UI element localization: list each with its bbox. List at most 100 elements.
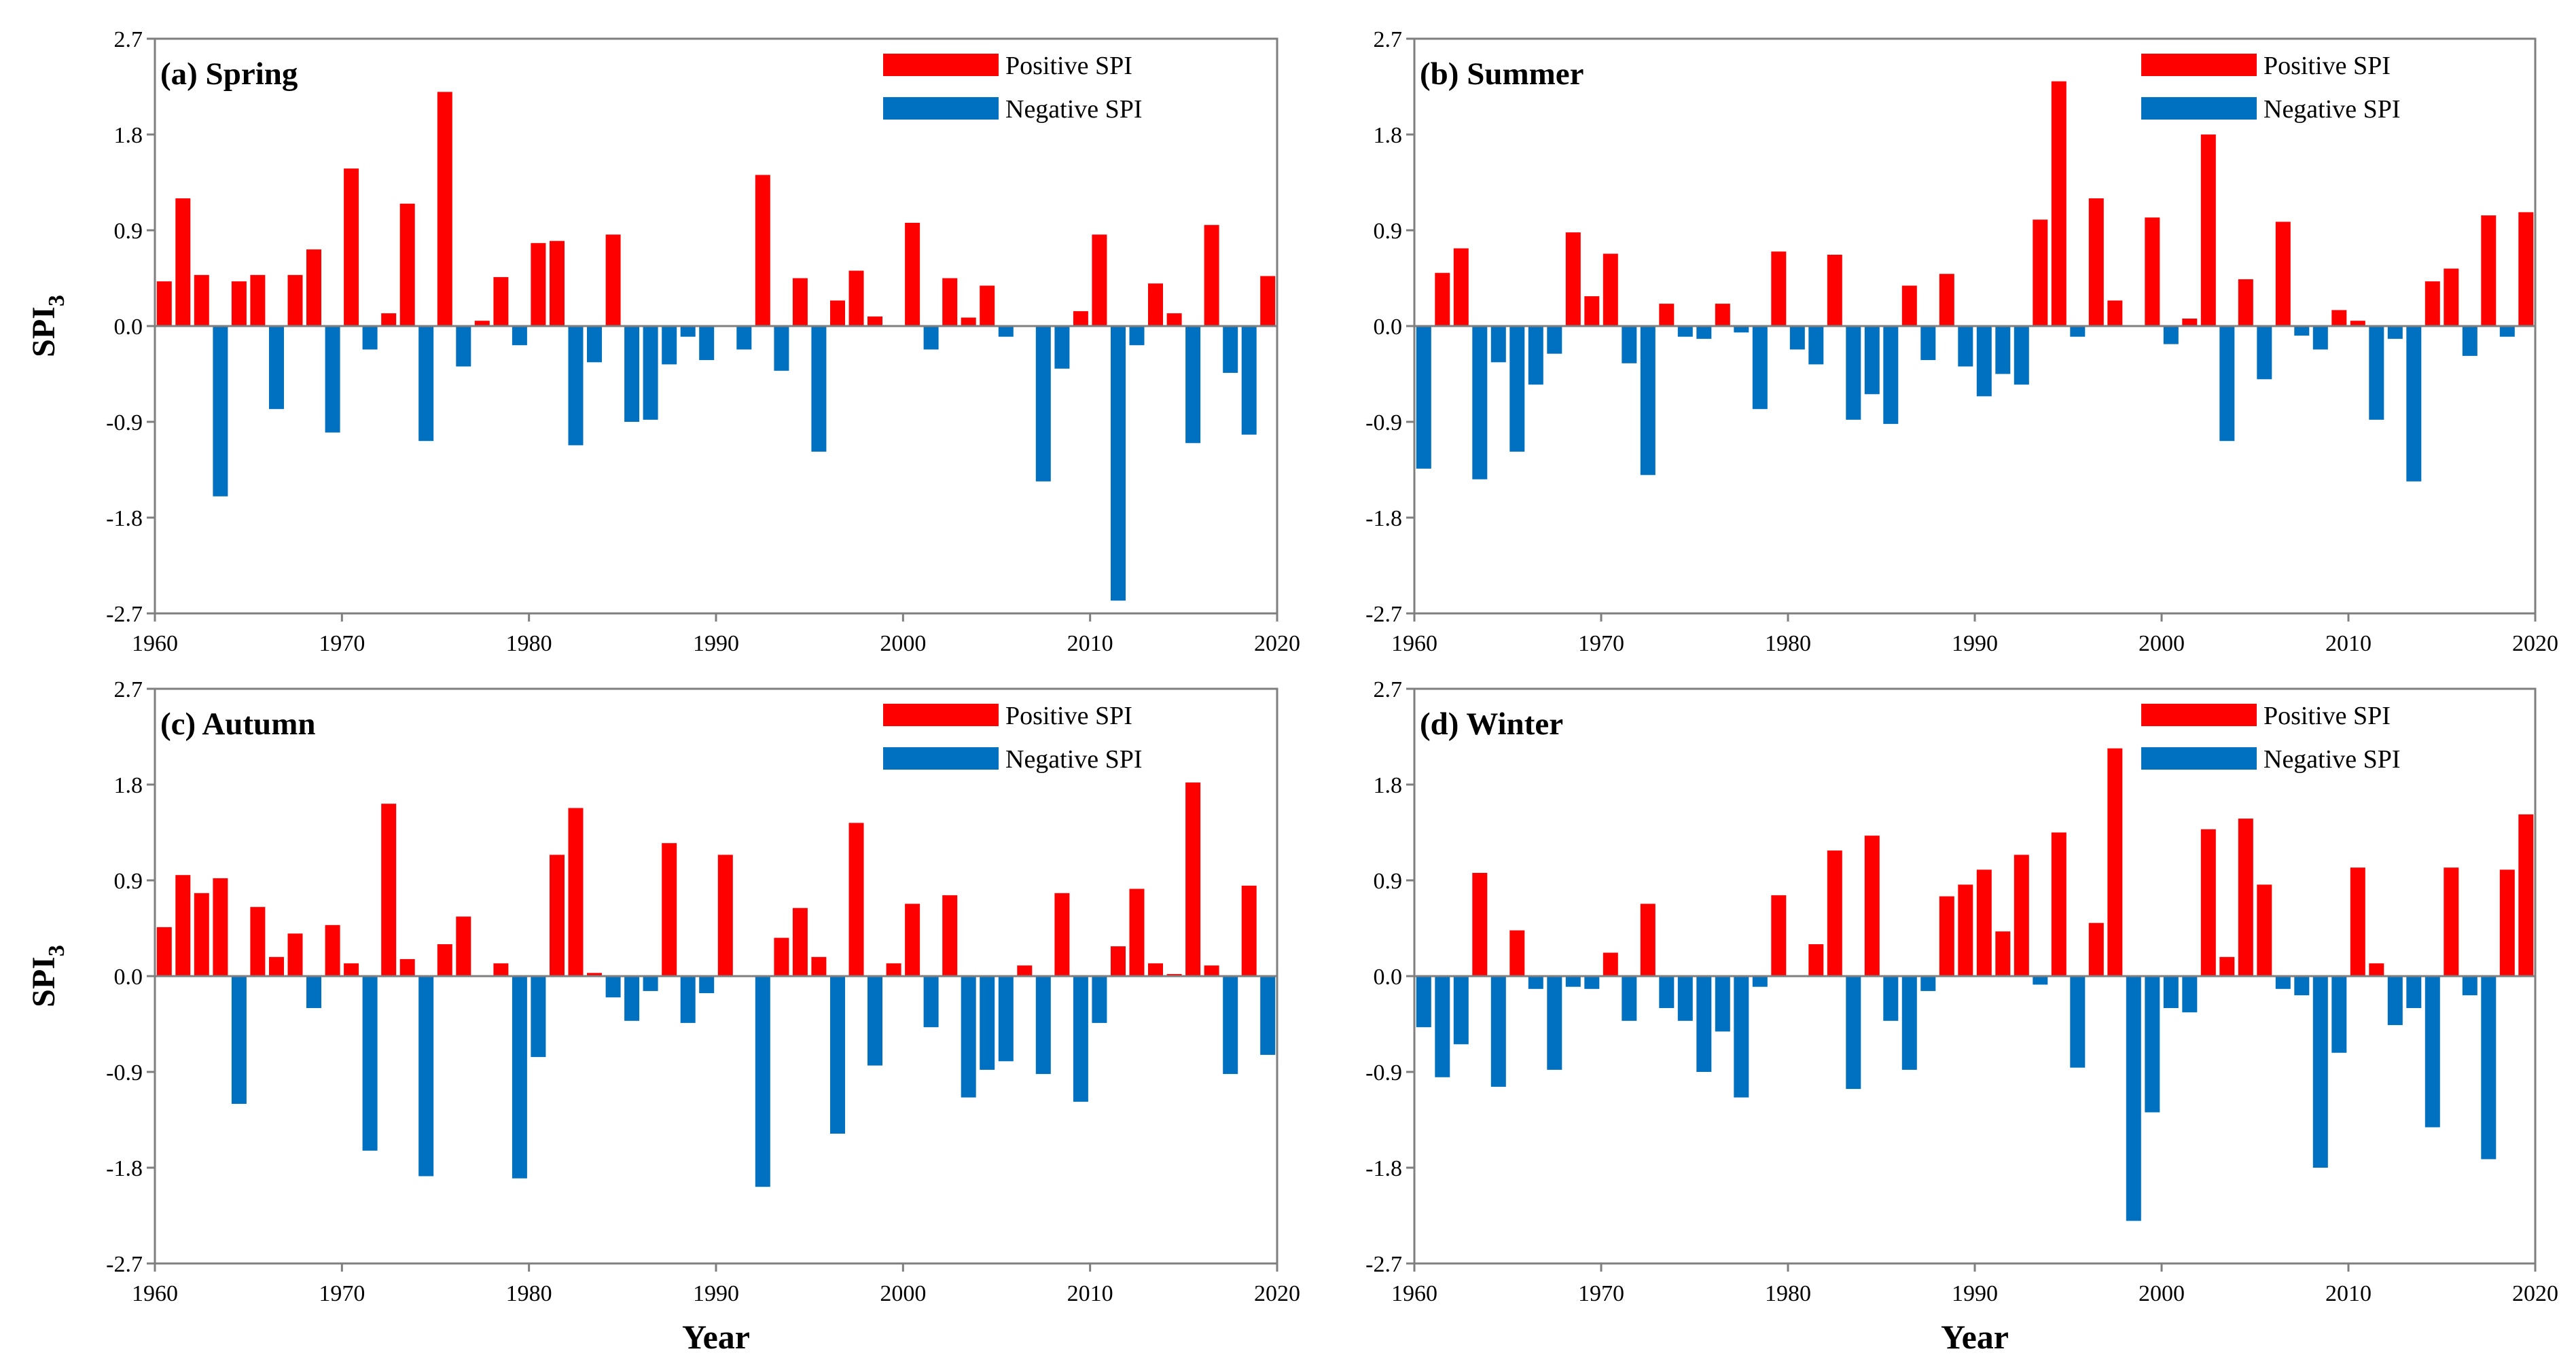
y-tick-label: 0.9 — [1374, 219, 1403, 244]
positive-bar-2002 — [942, 895, 958, 976]
positive-bar-1970 — [344, 168, 359, 326]
positive-bar-1991 — [1995, 931, 2011, 976]
negative-bar-2015 — [1185, 326, 1201, 444]
legend-negative-swatch — [2141, 97, 2257, 120]
positive-bar-2019 — [1260, 276, 1276, 326]
x-tick-label: 1980 — [1765, 631, 1811, 656]
positive-bar-1969 — [325, 925, 340, 976]
negative-bar-1966 — [1528, 326, 1543, 385]
legend: Positive SPI Negative SPI — [2141, 702, 2401, 774]
y-tick-label: -0.9 — [1365, 410, 1402, 435]
negative-bar-1992 — [755, 976, 770, 1187]
positive-bar-1970 — [1603, 952, 1618, 976]
positive-bar-1965 — [250, 274, 266, 326]
positive-bar-1979 — [1771, 251, 1787, 326]
x-axis-label: Year — [682, 1318, 750, 1356]
negative-bar-1987 — [662, 326, 677, 365]
positive-bar-2009 — [2331, 310, 2347, 326]
negative-bar-1964 — [231, 976, 247, 1104]
positive-bar-1973 — [399, 958, 415, 976]
negative-bar-1984 — [605, 976, 621, 998]
negative-bar-1980 — [531, 976, 546, 1058]
y-tick-label: -1.8 — [106, 506, 143, 531]
y-tick-label: -2.7 — [1365, 1252, 1402, 1277]
negative-bar-1976 — [456, 326, 471, 367]
legend-negative-label: Negative SPI — [2264, 745, 2401, 774]
y-tick-label: -1.8 — [1365, 1156, 1402, 1181]
negative-bar-1960 — [1416, 326, 1431, 469]
positive-bar-1982 — [568, 808, 584, 976]
negative-bar-1985 — [624, 976, 640, 1021]
negative-bar-2003 — [961, 976, 976, 1098]
negative-bar-2018 — [2499, 326, 2515, 337]
positive-bar-2001 — [2182, 319, 2198, 326]
y-tick-label: 2.7 — [1374, 677, 1403, 702]
legend-negative-swatch — [883, 97, 999, 120]
y-tick-label: 0.0 — [1374, 965, 1403, 990]
negative-bar-2005 — [2257, 326, 2272, 380]
x-tick-label: 1970 — [319, 1281, 365, 1306]
negative-bar-1969 — [325, 326, 340, 433]
x-tick-label: 1980 — [506, 631, 552, 656]
negative-bar-1978 — [1752, 326, 1768, 410]
negative-bar-1995 — [2070, 326, 2086, 337]
negative-bar-1971 — [1622, 976, 1637, 1021]
y-tick-label: 2.7 — [114, 27, 143, 52]
y-tick-label: 1.8 — [1374, 773, 1403, 798]
positive-bar-2011 — [2369, 963, 2384, 976]
positive-bar-1973 — [1659, 304, 1675, 326]
negative-bar-2017 — [2481, 976, 2497, 1160]
positive-bar-2013 — [1148, 963, 1163, 976]
negative-bar-2007 — [1035, 326, 1051, 482]
negative-bar-2010 — [1092, 976, 1107, 1023]
positive-bar-2013 — [1148, 283, 1163, 326]
negative-bar-2000 — [2163, 976, 2179, 1008]
positive-bar-2014 — [1166, 313, 1182, 326]
negative-bar-1986 — [1901, 976, 1917, 1070]
positive-bar-1995 — [811, 956, 827, 976]
positive-bar-2019 — [2518, 814, 2534, 976]
positive-bar-1996 — [830, 300, 845, 326]
negative-bar-2008 — [1054, 326, 1070, 369]
positive-bar-1989 — [1958, 884, 1973, 976]
negative-bar-1971 — [362, 326, 378, 350]
y-tick-label: -0.9 — [106, 1060, 143, 1085]
negative-bar-1974 — [418, 326, 434, 442]
positive-bar-2010 — [1092, 234, 1107, 326]
positive-bar-1960 — [156, 927, 172, 976]
negative-bar-1989 — [699, 326, 715, 361]
y-tick-label: 2.7 — [1374, 27, 1403, 52]
x-axis-label: Year — [1941, 1318, 2009, 1356]
positive-bar-2010 — [2350, 321, 2365, 326]
negative-bar-1974 — [1677, 326, 1693, 337]
negative-bar-1975 — [1696, 976, 1712, 1072]
negative-bar-1980 — [1789, 326, 1805, 350]
negative-bar-1987 — [1920, 976, 1936, 991]
legend-positive-swatch — [883, 704, 999, 726]
positive-bar-2002 — [942, 278, 958, 326]
negative-bar-2009 — [2331, 976, 2347, 1053]
negative-bar-2012 — [2387, 326, 2403, 339]
positive-bar-1961 — [1435, 272, 1450, 326]
legend: Positive SPI Negative SPI — [2141, 52, 2401, 124]
negative-bar-1977 — [1734, 976, 1749, 1098]
negative-bar-1993 — [2033, 976, 2048, 985]
negative-bar-2009 — [1073, 976, 1088, 1102]
negative-bar-1967 — [1547, 976, 1562, 1070]
positive-bar-2004 — [980, 285, 995, 326]
x-tick-label: 1980 — [1765, 1281, 1811, 1306]
negative-bar-1992 — [2014, 326, 2029, 385]
positive-bar-2003 — [961, 317, 976, 326]
positive-bar-2010 — [2350, 867, 2365, 976]
y-tick-label: 0.0 — [1374, 315, 1403, 340]
positive-bar-1972 — [381, 313, 397, 326]
x-tick-label: 1980 — [506, 1281, 552, 1306]
x-tick-label: 2000 — [2139, 631, 2185, 656]
negative-bar-1995 — [811, 326, 827, 452]
negative-bar-1973 — [1659, 976, 1675, 1008]
bar-series — [156, 92, 1276, 601]
x-tick-label: 2010 — [2325, 631, 2372, 656]
positive-bar-1965 — [250, 907, 266, 976]
negative-bar-1998 — [867, 976, 882, 1066]
positive-bar-1992 — [2014, 855, 2029, 976]
